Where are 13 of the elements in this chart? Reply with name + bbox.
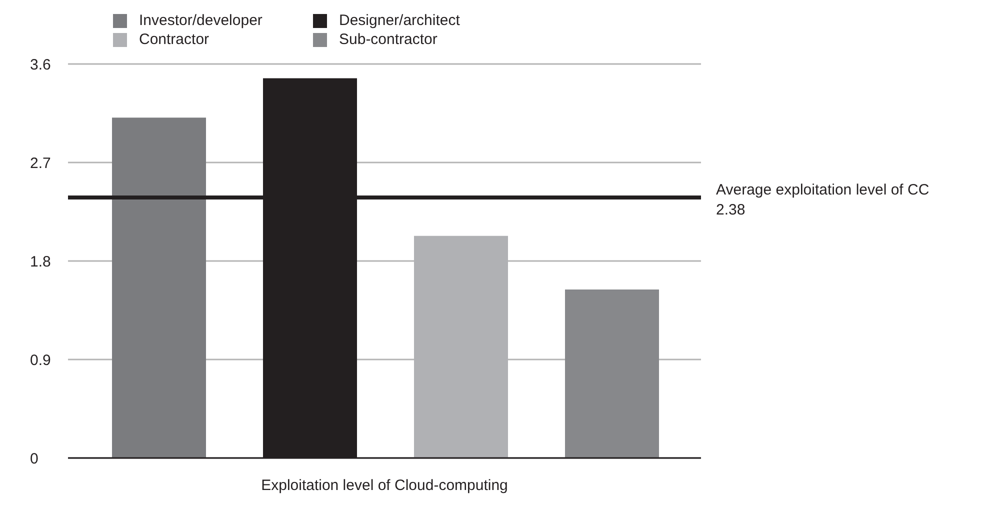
x-axis-title: Exploitation level of Cloud-computing <box>261 477 508 494</box>
legend-label: Designer/architect <box>339 12 460 29</box>
legend-label: Contractor <box>139 31 210 48</box>
legend-label: Investor/developer <box>139 12 262 29</box>
y-tick-label: 3.6 <box>30 56 51 74</box>
bar <box>112 118 206 458</box>
legend-label: Sub-contractor <box>339 31 438 48</box>
y-tick-label: 0 <box>30 450 38 468</box>
bar <box>565 289 659 458</box>
ref-line-label: Average exploitation level of CC 2.38 <box>716 182 930 219</box>
y-tick-label: 2.7 <box>30 154 51 172</box>
y-tick-label: 1.8 <box>30 253 51 270</box>
y-tick-label: 0.9 <box>30 352 51 369</box>
